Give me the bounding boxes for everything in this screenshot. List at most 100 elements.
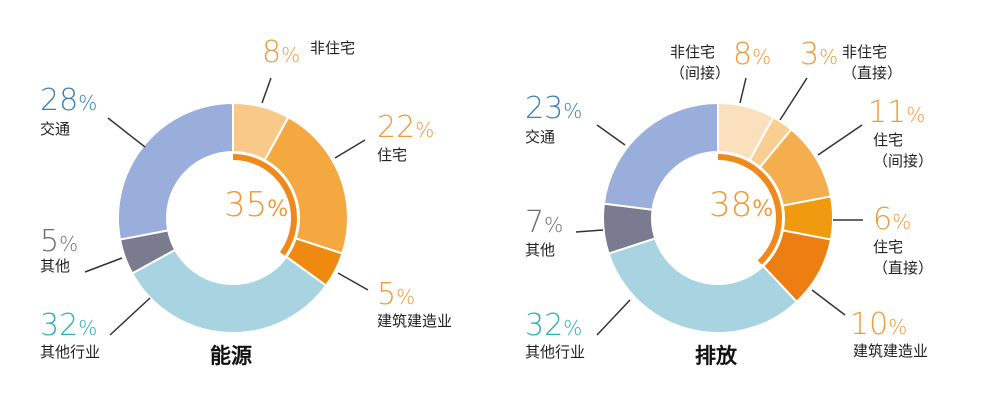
percent-value: 22 [377,110,416,145]
category-sublabel: （直接） [873,259,934,277]
percent-value: 3 [800,37,820,72]
percent-value: 7 [525,205,545,240]
slice-category-label: 交通 [525,127,555,148]
slice-category-label: 交通 [40,119,70,140]
percent-unit: % [888,315,908,339]
slice-category-label: 其他 [525,240,555,261]
slice-percent-label: 22% [377,113,434,143]
category-name: 建筑建造业 [853,342,929,360]
category-name: 其他行业 [40,343,101,361]
percent-value: 10 [850,307,889,342]
center-percent-label: 38% [709,188,773,222]
category-name: 住宅 [873,131,904,149]
leader-line [334,139,366,159]
percent-unit: % [819,45,839,69]
slice-category-label: 其他 [40,256,70,277]
slice-category-label: 其他行业 [40,342,100,363]
percent-unit: % [59,232,79,256]
leader-line [596,124,626,146]
percent-unit: % [563,99,583,123]
donut-slice [602,101,719,211]
percent-unit: % [544,213,564,237]
category-name: 交通 [525,128,556,146]
leader-line [817,124,863,156]
percent-unit: % [752,45,772,69]
percent-unit: % [78,316,98,340]
leader-line [337,272,369,291]
percent-value: 5 [377,277,397,312]
leader-line [779,77,808,121]
category-name: 其他 [525,241,556,259]
slice-percent-label: 7% [525,208,563,238]
percent-value: 6 [873,202,893,237]
leader-line [596,299,631,336]
slice-category-label: 非住宅 （直接） [842,42,902,84]
slice-percent-label: 23% [525,94,582,124]
slice-category-label: 住宅 （直接） [873,237,933,279]
slice-category-label: 其他行业 [525,342,585,363]
slice-percent-label: 32% [40,311,97,341]
slice-percent-label: 10% [850,310,907,340]
slice-category-label: 建筑建造业 [377,311,452,332]
percent-unit: % [396,285,416,309]
category-sublabel: （直接） [842,64,903,82]
slice-percent-label: 6% [873,205,911,235]
center-unit: % [267,197,289,222]
category-name: 非住宅 [670,43,716,61]
donut-slice [263,115,349,255]
center-value: 35 [224,185,268,225]
category-name: 其他行业 [525,343,586,361]
category-name: 其他 [40,257,71,275]
slice-percent-label: 3% [800,40,838,70]
percent-value: 32 [525,308,564,343]
building-share-arc [233,154,297,256]
percent-unit: % [281,43,301,67]
percent-unit: % [892,210,912,234]
category-sublabel: （间接） [670,64,731,82]
category-name: 住宅 [873,238,904,256]
chart-title: 能源 [210,344,252,368]
percent-value: 32 [40,308,79,343]
chart-title: 排放 [695,344,737,368]
percent-value: 28 [40,83,79,118]
slice-percent-label: 28% [40,86,97,116]
percent-value: 5 [40,224,60,259]
percent-unit: % [415,118,435,142]
slice-percent-label: 5% [40,227,78,257]
donut-slice [607,237,799,334]
leader-line [107,117,146,148]
category-sublabel: （间接） [873,152,934,170]
category-name: 建筑建造业 [377,312,453,330]
percent-unit: % [906,103,926,127]
category-name: 非住宅 [842,43,888,61]
slice-category-label: 住宅 [377,145,407,166]
percent-unit: % [78,91,98,115]
leader-line [84,257,123,273]
slice-category-label: 住宅 （间接） [873,130,933,172]
leader-line [739,77,747,104]
donut-slice [117,101,234,241]
building-share-arc [718,154,782,265]
category-name: 住宅 [377,146,408,164]
leader-line [811,289,846,316]
category-name: 非住宅 [310,39,356,57]
percent-value: 11 [868,95,907,130]
donut-slice [130,248,328,334]
slice-percent-label: 8% [262,38,300,68]
percent-unit: % [563,316,583,340]
slice-category-label: 建筑建造业 [853,341,928,362]
slice-percent-label: 8% [733,40,771,70]
leader-line [575,229,604,233]
leader-line [261,77,272,104]
slice-category-label: 非住宅 [310,38,355,59]
percent-value: 8 [262,35,282,70]
slice-percent-label: 32% [525,311,582,341]
center-value: 38 [709,185,753,225]
slice-percent-label: 11% [868,98,925,128]
center-unit: % [752,197,774,222]
slice-category-label: 非住宅 （间接） [670,42,730,84]
percent-value: 8 [733,37,753,72]
center-percent-label: 35% [224,188,288,222]
